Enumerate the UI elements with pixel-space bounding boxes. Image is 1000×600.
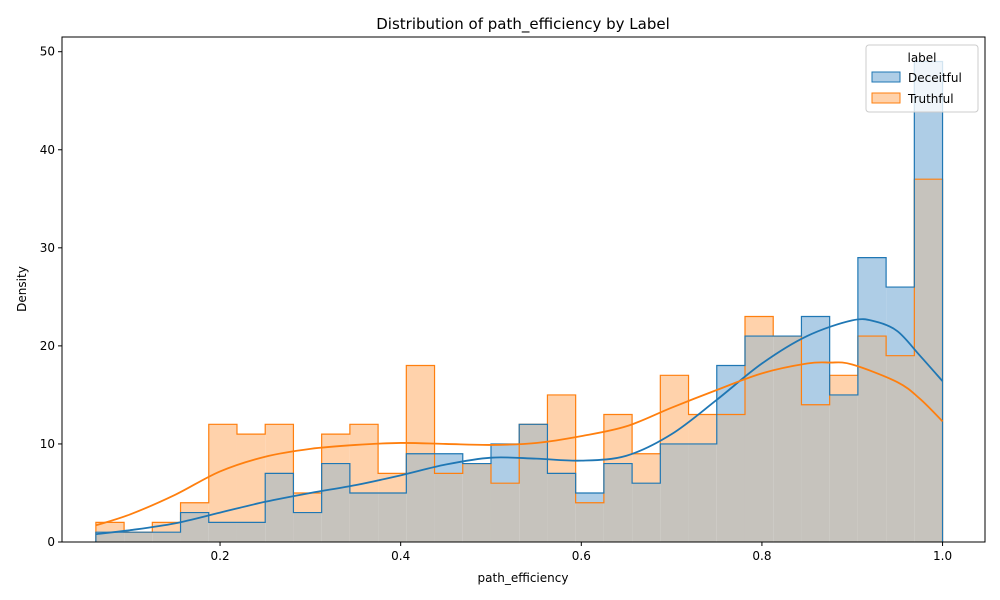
bar-overlap-28	[886, 355, 915, 542]
kde-curves	[95, 318, 944, 536]
bar-truthful-10	[378, 473, 407, 493]
bar-overlap-29	[914, 179, 943, 543]
bar-overlap-24	[773, 336, 802, 542]
bar-truthful-16	[547, 394, 576, 474]
x-tick-label-4: 1.0	[933, 549, 952, 563]
y-tick-label-5: 50	[40, 45, 55, 59]
bar-deceitful-14	[490, 443, 520, 484]
bar-truthful-23	[744, 316, 774, 337]
overlap-bars	[95, 179, 943, 543]
bar-truthful-11	[406, 365, 435, 454]
bar-deceitful-17	[575, 492, 604, 503]
legend-label-deceitful: Deceitful	[908, 71, 962, 85]
bar-truthful-26	[829, 375, 858, 395]
bar-overlap-20	[660, 443, 689, 542]
bar-overlap-4	[208, 522, 237, 542]
legend: label Deceitful Truthful	[865, 44, 979, 113]
bar-truthful-8	[321, 434, 350, 464]
bar-overlap-1	[124, 532, 153, 542]
bar-overlap-7	[293, 512, 322, 542]
kde-line-truthful	[95, 361, 944, 527]
bar-overlap-17	[575, 502, 604, 542]
step-outline-deceitful	[95, 60, 944, 542]
bar-overlap-5	[236, 522, 266, 542]
legend-swatch-deceitful	[871, 71, 901, 83]
bar-overlap-26	[829, 394, 858, 542]
x-tick-label-2: 0.6	[572, 549, 591, 563]
bar-truthful-2	[152, 522, 181, 533]
bar-truthful-20	[660, 375, 689, 444]
truthful-bars	[95, 316, 858, 533]
x-tick-label-1: 0.4	[391, 549, 410, 563]
legend-swatch-truthful	[871, 92, 901, 104]
bar-truthful-0	[95, 522, 125, 533]
bar-truthful-3	[180, 502, 209, 513]
bar-overlap-9	[349, 492, 379, 542]
bar-overlap-25	[801, 404, 830, 542]
bar-deceitful-25	[801, 316, 830, 405]
bar-overlap-10	[378, 492, 407, 542]
y-tick-label-4: 40	[40, 143, 55, 157]
bar-truthful-19	[632, 453, 661, 484]
bar-overlap-6	[265, 473, 294, 542]
bar-deceitful-27	[857, 257, 887, 337]
bar-deceitful-22	[716, 365, 745, 415]
bar-overlap-13	[462, 463, 491, 542]
step-outline-truthful	[95, 178, 944, 542]
bar-truthful-5	[236, 434, 266, 523]
chart-title: Distribution of path_efficiency by Label	[376, 15, 670, 34]
bar-overlap-12	[434, 473, 463, 542]
y-tick-label-3: 30	[40, 241, 55, 255]
bar-overlap-2	[152, 532, 181, 542]
x-tick-label-0: 0.2	[211, 549, 230, 563]
bar-overlap-23	[744, 336, 774, 542]
step-outlines	[95, 60, 944, 542]
bar-overlap-19	[632, 483, 661, 542]
bar-overlap-18	[603, 463, 633, 542]
bar-overlap-11	[406, 453, 435, 542]
bar-truthful-7	[293, 492, 322, 513]
legend-title: label	[907, 51, 936, 65]
bar-truthful-6	[265, 424, 294, 474]
bar-truthful-4	[208, 424, 237, 523]
y-tick-label-0: 0	[47, 535, 55, 549]
plot-frame	[61, 36, 986, 543]
bar-overlap-8	[321, 463, 350, 542]
bar-overlap-22	[716, 414, 745, 542]
kde-line-deceitful	[95, 318, 944, 536]
bar-overlap-16	[547, 473, 576, 542]
y-tick-label-1: 10	[40, 437, 55, 451]
x-axis-label: path_efficiency	[478, 571, 569, 585]
y-axis-label: Density	[15, 266, 29, 312]
bar-overlap-14	[490, 483, 520, 542]
axes: 0.2 0.4 0.6 0.8 1.0 0 10 20 30 40 50	[40, 36, 986, 563]
x-tick-label-3: 0.8	[752, 549, 771, 563]
y-tick-label-2: 20	[40, 339, 55, 353]
bar-overlap-21	[688, 443, 717, 542]
bar-overlap-0	[95, 532, 125, 542]
legend-label-truthful: Truthful	[907, 92, 954, 106]
